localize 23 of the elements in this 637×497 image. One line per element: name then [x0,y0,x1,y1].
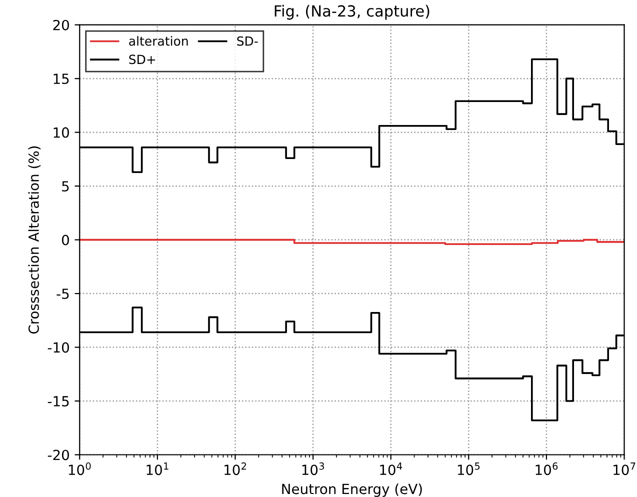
y-tick-label: 10 [54,127,69,138]
y-tick-label: 15 [54,74,69,84]
y-tick-label: 0 [62,234,69,246]
x-tick-label: 10$^{3}$ [302,462,324,476]
y-axis-title: Crosssection Alteration (%) [28,146,41,334]
x-tick-label: 10$^{1}$ [146,462,168,476]
y-tick-label: -5 [56,288,69,300]
x-tick-label: 10$^{5}$ [458,462,480,476]
x-axis-title: Neutron Energy (eV) [282,483,422,497]
chart-title: Fig. (Na-23, capture) [274,4,430,20]
y-tick-label: 5 [62,181,69,192]
x-tick-label: 10$^{2}$ [224,462,246,476]
y-tick-label: 20 [53,20,69,30]
y-tick-label: -10 [48,342,69,353]
legend-label: SD+ [129,54,156,64]
y-tick-label: -20 [48,450,69,460]
y-tick-label: -15 [48,396,69,406]
x-tick-label: 10$^{7}$ [614,462,636,476]
x-tick-label: 10$^{6}$ [536,462,558,476]
legend-label: SD- [237,36,258,46]
x-tick-label: 10$^{0}$ [68,462,91,476]
x-tick-label: 10$^{4}$ [380,462,402,476]
legend-label: alteration [129,36,188,46]
